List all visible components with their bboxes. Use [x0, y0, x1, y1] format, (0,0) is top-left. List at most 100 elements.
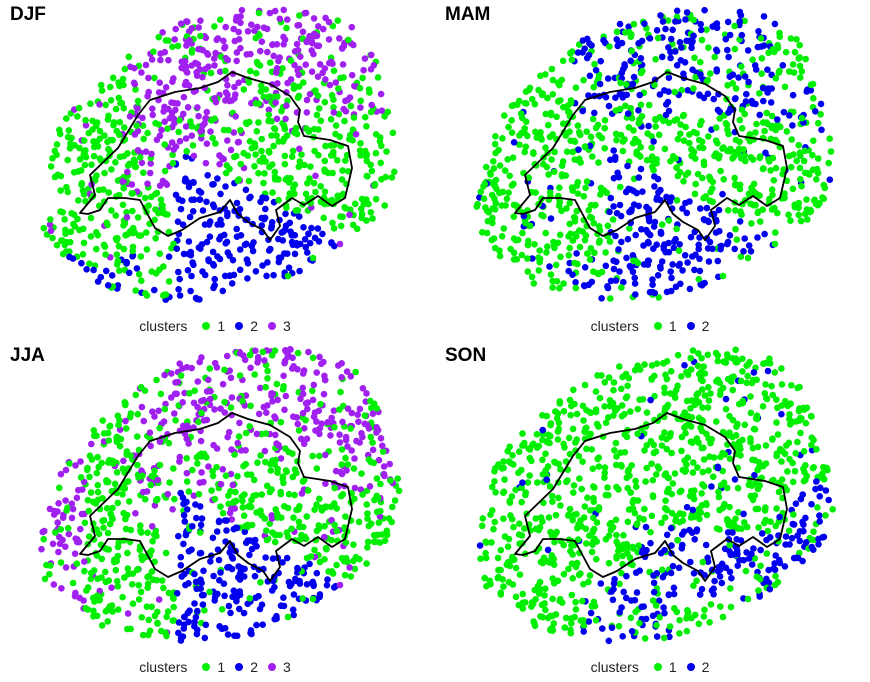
station-point-cluster-1 [757, 562, 764, 570]
station-point-cluster-1 [783, 128, 791, 135]
station-point-cluster-1 [569, 148, 576, 156]
station-point-cluster-2 [614, 169, 621, 177]
station-point-cluster-3 [303, 109, 311, 116]
station-point-cluster-1 [266, 520, 274, 527]
station-point-cluster-1 [303, 513, 311, 520]
station-point-cluster-2 [221, 624, 229, 632]
station-point-cluster-1 [122, 515, 129, 523]
station-point-cluster-3 [218, 154, 226, 162]
station-point-cluster-2 [246, 194, 253, 202]
station-point-cluster-1 [781, 83, 789, 91]
station-point-cluster-1 [708, 436, 716, 443]
station-point-cluster-1 [784, 468, 791, 475]
station-point-cluster-1 [59, 237, 66, 244]
station-point-cluster-1 [542, 110, 550, 118]
station-point-cluster-1 [714, 376, 722, 384]
station-point-cluster-2 [649, 276, 656, 283]
station-point-cluster-3 [348, 447, 356, 454]
station-point-cluster-1 [490, 158, 497, 165]
station-point-cluster-2 [180, 540, 187, 548]
station-point-cluster-1 [651, 372, 658, 380]
station-point-cluster-2 [646, 35, 654, 42]
station-point-cluster-2 [151, 286, 158, 294]
station-point-cluster-1 [255, 9, 263, 17]
station-point-cluster-3 [231, 505, 238, 512]
station-point-cluster-1 [158, 577, 166, 584]
station-point-cluster-1 [290, 82, 298, 89]
station-point-cluster-2 [90, 266, 97, 274]
station-point-cluster-2 [709, 245, 716, 253]
station-point-cluster-2 [291, 231, 299, 239]
station-point-cluster-2 [702, 541, 710, 549]
station-point-cluster-2 [619, 633, 626, 640]
station-point-cluster-1 [684, 169, 692, 177]
station-point-cluster-1 [563, 205, 570, 212]
station-point-cluster-3 [68, 500, 76, 507]
station-point-cluster-1 [559, 57, 567, 65]
station-point-cluster-1 [642, 478, 649, 485]
station-point-cluster-2 [640, 242, 647, 249]
station-point-cluster-1 [382, 173, 390, 181]
station-point-cluster-1 [153, 496, 160, 504]
station-point-cluster-1 [121, 124, 128, 131]
station-point-cluster-1 [281, 125, 289, 133]
station-point-cluster-1 [721, 451, 729, 458]
station-point-cluster-2 [221, 592, 228, 600]
station-point-cluster-1 [144, 529, 151, 536]
station-point-cluster-1 [550, 561, 558, 568]
station-point-cluster-3 [306, 90, 314, 98]
station-point-cluster-1 [742, 157, 749, 165]
panel-son: SON clusters 1 2 [435, 341, 870, 682]
station-point-cluster-2 [602, 262, 610, 270]
station-point-cluster-3 [273, 69, 280, 76]
station-point-cluster-1 [571, 613, 578, 621]
station-point-cluster-1 [660, 634, 668, 642]
station-point-cluster-3 [123, 214, 131, 221]
station-point-cluster-3 [358, 430, 365, 437]
station-point-cluster-2 [686, 526, 693, 534]
station-point-cluster-1 [595, 463, 603, 470]
station-point-cluster-2 [637, 165, 645, 173]
station-point-cluster-1 [589, 465, 597, 472]
station-point-cluster-1 [685, 609, 692, 616]
station-point-cluster-1 [177, 372, 185, 379]
station-point-cluster-1 [601, 117, 609, 124]
station-point-cluster-1 [151, 531, 158, 538]
station-point-cluster-3 [188, 25, 196, 32]
station-point-cluster-1 [127, 625, 134, 633]
station-point-cluster-3 [49, 540, 57, 548]
station-point-cluster-3 [198, 469, 205, 476]
station-point-cluster-1 [500, 515, 507, 522]
station-point-cluster-2 [735, 74, 742, 81]
station-point-cluster-1 [686, 131, 693, 138]
station-point-cluster-1 [624, 544, 631, 551]
station-point-cluster-1 [653, 471, 660, 478]
station-point-cluster-3 [365, 425, 373, 432]
station-point-cluster-3 [336, 431, 343, 438]
station-point-cluster-2 [717, 245, 724, 253]
station-point-cluster-1 [498, 465, 506, 472]
station-point-cluster-1 [258, 135, 266, 143]
station-point-cluster-1 [367, 520, 375, 527]
station-point-cluster-1 [613, 28, 621, 36]
station-point-cluster-1 [755, 464, 763, 471]
station-point-cluster-1 [112, 235, 120, 242]
legend-title: clusters [590, 659, 639, 675]
station-point-cluster-2 [189, 523, 196, 530]
station-point-cluster-1 [530, 280, 538, 287]
station-point-cluster-3 [232, 113, 239, 120]
station-point-cluster-1 [169, 43, 176, 51]
station-point-cluster-1 [738, 211, 745, 218]
station-point-cluster-1 [791, 467, 799, 475]
station-point-cluster-3 [322, 480, 329, 487]
station-point-cluster-1 [171, 495, 178, 503]
station-point-cluster-1 [504, 543, 512, 550]
station-point-cluster-1 [479, 515, 487, 522]
station-point-cluster-3 [219, 466, 227, 473]
station-point-cluster-3 [211, 95, 218, 102]
station-point-cluster-1 [139, 472, 146, 480]
station-point-cluster-2 [771, 560, 778, 567]
station-point-cluster-1 [798, 68, 806, 75]
station-point-cluster-1 [41, 575, 49, 583]
station-point-cluster-2 [546, 263, 553, 270]
